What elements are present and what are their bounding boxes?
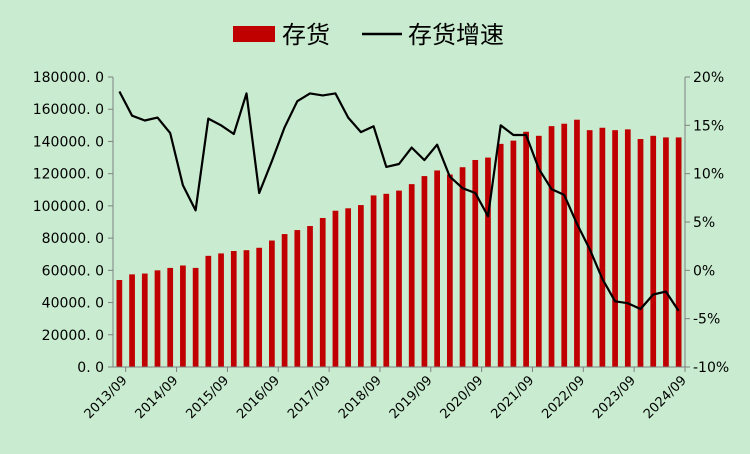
y-right-tick-label: -5%: [693, 312, 720, 328]
y-left-tick-label: 120000. 0: [33, 167, 104, 183]
y-right-tick-label: 20%: [693, 70, 724, 86]
x-tick-label: 2019/09: [387, 373, 436, 422]
bar: [650, 135, 657, 367]
axes: 0. 0 20000. 0 40000. 0 60000. 0 80000. 0 1000…: [33, 70, 729, 422]
x-tick-label: 2016/09: [234, 373, 283, 422]
bar: [421, 176, 428, 367]
bar: [459, 167, 466, 367]
y-right-tick-label: 5%: [693, 215, 715, 231]
x-tick-label: 2014/09: [133, 373, 182, 422]
bar: [307, 226, 313, 367]
y-left-tick-label: 140000. 0: [33, 134, 104, 150]
y-left-tick-label: 0. 0: [77, 360, 104, 376]
x-tick-label: 2020/09: [438, 373, 487, 422]
bar: [332, 210, 339, 367]
y-left-tick-label: 20000. 0: [42, 328, 104, 344]
bar: [599, 127, 606, 367]
bar: [523, 131, 529, 367]
bar: [675, 137, 682, 367]
bar: [230, 251, 237, 367]
line-path: [118, 90, 680, 312]
y-left-tick-label: 60000. 0: [42, 263, 104, 279]
line-series: [118, 90, 680, 312]
y-right-tick-label: -10%: [693, 360, 729, 376]
bar: [154, 270, 161, 367]
y-right-tick-label: 10%: [693, 167, 724, 183]
legend-label: 存货增速: [408, 21, 504, 49]
bar: [192, 267, 199, 367]
bar: [548, 126, 555, 367]
x-tick-label: 2013/09: [82, 373, 131, 422]
bar: [319, 217, 326, 367]
y-left-tick-label: 80000. 0: [42, 231, 104, 247]
x-tick-label: 2024/09: [641, 373, 690, 422]
bar: [358, 205, 364, 367]
bar: [129, 274, 135, 367]
y-left-tick-label: 40000. 0: [42, 296, 104, 312]
bar: [561, 123, 568, 367]
bar: [205, 255, 212, 367]
bar: [485, 157, 491, 367]
bar: [345, 208, 352, 367]
bar: [472, 159, 479, 367]
y-left-tick-label: 100000. 0: [33, 199, 104, 215]
legend-label: 存货: [282, 21, 330, 49]
y-left-tick-label: 160000. 0: [33, 102, 104, 118]
bar: [637, 139, 644, 367]
bar: [408, 184, 415, 367]
bar: [434, 170, 440, 367]
bar: [218, 253, 224, 367]
bar: [383, 193, 390, 367]
y-right-tick-label: 0%: [693, 263, 715, 279]
bar: [167, 267, 174, 367]
bar: [294, 230, 301, 367]
legend-bar-swatch: [233, 26, 275, 42]
bar: [281, 234, 288, 367]
bar: [510, 140, 517, 367]
bar: [269, 240, 275, 367]
bar: [396, 190, 402, 367]
bar: [446, 174, 453, 367]
legend: 存货 存货增速: [233, 21, 504, 49]
x-tick-label: 2022/09: [539, 373, 588, 422]
bar: [663, 137, 669, 367]
x-tick-label: 2021/09: [488, 373, 537, 422]
bar: [141, 273, 148, 367]
x-tick-label: 2017/09: [285, 373, 334, 422]
bar: [180, 265, 186, 367]
x-tick-label: 2015/09: [183, 373, 232, 422]
bar: [116, 280, 123, 367]
x-tick-label: 2018/09: [336, 373, 385, 422]
y-right-tick-label: 15%: [693, 118, 724, 134]
y-left-tick-label: 180000. 0: [33, 70, 104, 86]
bar: [497, 143, 504, 367]
bar: [612, 130, 618, 367]
bar: [535, 135, 542, 367]
bar: [624, 129, 631, 367]
bar: [243, 250, 250, 367]
bar-series: [116, 119, 682, 367]
bar: [256, 247, 263, 367]
bar: [574, 119, 580, 367]
bar: [370, 195, 377, 367]
x-tick-label: 2023/09: [590, 373, 639, 422]
